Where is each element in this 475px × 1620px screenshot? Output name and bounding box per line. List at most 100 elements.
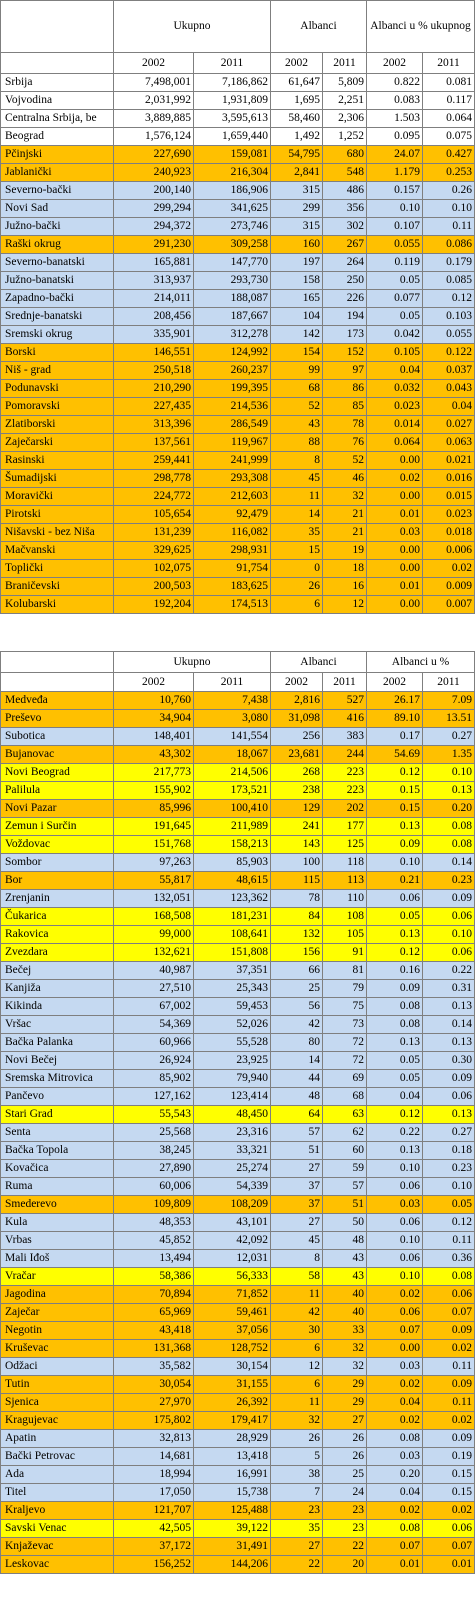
- table-row: Negotin 43,418 37,056 30 33 0.07 0.09: [0, 1321, 475, 1340]
- total-2002-cell: 3,889,885: [113, 109, 194, 128]
- total-2011-cell: 59,453: [193, 997, 271, 1016]
- albanians-2011-cell: 113: [322, 871, 367, 890]
- total-2002-cell: 299,294: [113, 199, 194, 218]
- total-2011-cell: 1,931,809: [193, 91, 271, 110]
- albanians-2002-cell: 8: [270, 1249, 323, 1268]
- share-2002-cell: 0.12: [366, 763, 423, 782]
- region-name-cell: Pomoravski: [0, 397, 114, 416]
- total-2002-cell: 146,551: [113, 343, 194, 362]
- total-2002-cell: 17,050: [113, 1483, 194, 1502]
- table-row: Titel 17,050 15,738 7 24 0.04 0.15: [0, 1483, 475, 1502]
- share-2011-cell: 0.13: [421, 781, 475, 800]
- table-row: Novi Pazar 85,996 100,410 129 202 0.15 0.20: [0, 799, 475, 818]
- share-2002-cell: 0.15: [366, 799, 423, 818]
- share-2011-cell: 0.02: [421, 559, 475, 578]
- region-name-cell: Knjaževac: [0, 1537, 114, 1556]
- region-name-cell: Kolubarski: [0, 595, 114, 614]
- total-2002-cell: 105,654: [113, 505, 194, 524]
- table-row: Braničevski 200,503 183,625 26 16 0.01 0.009: [0, 577, 475, 596]
- total-2002-cell: 155,902: [113, 781, 194, 800]
- share-2011-cell: 0.30: [421, 1051, 475, 1070]
- share-2011-cell: 0.14: [421, 853, 475, 872]
- albanians-2011-cell: 2,251: [322, 91, 367, 110]
- table-row: Kragujevac 175,802 179,417 32 27 0.02 0.02: [0, 1411, 475, 1430]
- table-row: Vojvodina 2,031,992 1,931,809 1,695 2,251 0.0…: [0, 91, 475, 110]
- table-row: Ada 18,994 16,991 38 25 0.20 0.15: [0, 1465, 475, 1484]
- total-2011-cell: 56,333: [193, 1267, 271, 1286]
- table-row: Zrenjanin 132,051 123,362 78 110 0.06 0.09: [0, 889, 475, 908]
- total-2002-cell: 217,773: [113, 763, 194, 782]
- albanians-2011-cell: 26: [322, 1429, 367, 1448]
- albanians-2011-cell: 79: [322, 979, 367, 998]
- total-2002-cell: 132,621: [113, 943, 194, 962]
- albanians-2002-cell: 23: [270, 1501, 323, 1520]
- albanians-2011-cell: 81: [322, 961, 367, 980]
- albanians-2002-cell: 22: [270, 1555, 323, 1574]
- table-row: Sremski okrug 335,901 312,278 142 173 0.042 0.…: [0, 325, 475, 344]
- total-2002-cell: 240,923: [113, 163, 194, 182]
- year-cell: 2002: [113, 672, 194, 692]
- total-2011-cell: 341,625: [193, 199, 271, 218]
- share-2011-cell: 0.07: [421, 1303, 475, 1322]
- share-2011-cell: 0.018: [421, 523, 475, 542]
- albanians-2011-cell: 75: [322, 997, 367, 1016]
- table-row: Čukarica 168,508 181,231 84 108 0.05 0.06: [0, 907, 475, 926]
- albanians-2002-cell: 2,816: [270, 691, 323, 710]
- region-name-cell: Vračar: [0, 1267, 114, 1286]
- table-municipalities: Ukupno Albanci Albanci u % 2002 2011 200…: [0, 651, 475, 1574]
- total-2002-cell: 30,054: [113, 1375, 194, 1394]
- total-2002-cell: 45,852: [113, 1231, 194, 1250]
- table-row: Novi Sad 299,294 341,625 299 356 0.10 0.10: [0, 199, 475, 218]
- share-2011-cell: 0.06: [421, 907, 475, 926]
- share-2011-cell: 0.13: [421, 1033, 475, 1052]
- share-2002-cell: 0.13: [366, 817, 423, 836]
- total-2002-cell: 27,970: [113, 1393, 194, 1412]
- albanians-2002-cell: 160: [270, 235, 323, 254]
- albanians-2002-cell: 26: [270, 1429, 323, 1448]
- share-2011-cell: 0.12: [421, 289, 475, 308]
- total-2002-cell: 60,006: [113, 1177, 194, 1196]
- share-2002-cell: 0.095: [366, 127, 423, 146]
- albanians-2011-cell: 43: [322, 1249, 367, 1268]
- albanians-2002-cell: 35: [270, 1519, 323, 1538]
- total-2011-cell: 181,231: [193, 907, 271, 926]
- total-2002-cell: 165,881: [113, 253, 194, 272]
- albanians-2002-cell: 315: [270, 181, 323, 200]
- share-2002-cell: 0.107: [366, 217, 423, 236]
- share-2011-cell: 0.10: [421, 763, 475, 782]
- albanians-2002-cell: 42: [270, 1015, 323, 1034]
- total-2002-cell: 1,576,124: [113, 127, 194, 146]
- year-cell: 2002: [270, 672, 323, 692]
- share-2011-cell: 0.007: [421, 595, 475, 614]
- share-2011-cell: 0.06: [421, 943, 475, 962]
- total-2011-cell: 293,308: [193, 469, 271, 488]
- total-2011-cell: 23,316: [193, 1123, 271, 1142]
- share-2011-cell: 0.27: [421, 727, 475, 746]
- region-name-cell: Podunavski: [0, 379, 114, 398]
- albanians-2011-cell: 1,252: [322, 127, 367, 146]
- share-2002-cell: 0.055: [366, 235, 423, 254]
- share-2011-cell: 0.06: [421, 1519, 475, 1538]
- total-2011-cell: 173,521: [193, 781, 271, 800]
- total-2011-cell: 199,395: [193, 379, 271, 398]
- albanians-2002-cell: 15: [270, 541, 323, 560]
- share-2002-cell: 0.01: [366, 577, 423, 596]
- total-2002-cell: 25,568: [113, 1123, 194, 1142]
- region-name-cell: Čukarica: [0, 907, 114, 926]
- total-2011-cell: 309,258: [193, 235, 271, 254]
- albanians-2011-cell: 21: [322, 505, 367, 524]
- region-name-cell: Preševo: [0, 709, 114, 728]
- albanians-2002-cell: 68: [270, 379, 323, 398]
- albanians-2011-cell: 21: [322, 523, 367, 542]
- total-2002-cell: 27,510: [113, 979, 194, 998]
- table-row: Šumadijski 298,778 293,308 45 46 0.02 0.016: [0, 469, 475, 488]
- share-2011-cell: 0.14: [421, 1015, 475, 1034]
- region-name-cell: Sremski okrug: [0, 325, 114, 344]
- region-name-cell: Rakovica: [0, 925, 114, 944]
- albanians-2011-cell: 23: [322, 1501, 367, 1520]
- total-2011-cell: 108,209: [193, 1195, 271, 1214]
- albanians-2002-cell: 6: [270, 1339, 323, 1358]
- share-2011-cell: 0.179: [421, 253, 475, 272]
- total-2002-cell: 151,768: [113, 835, 194, 854]
